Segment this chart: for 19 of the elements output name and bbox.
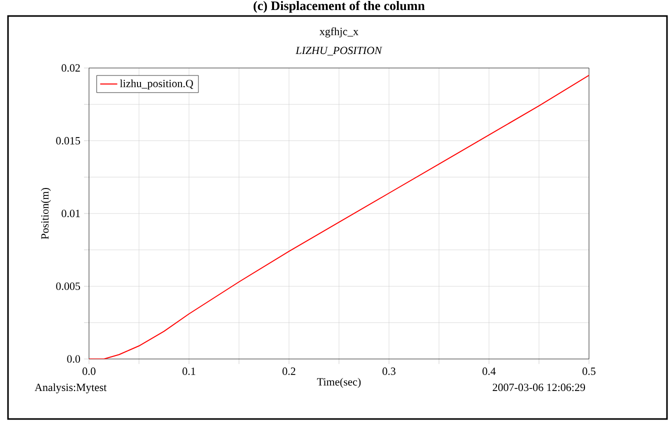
x-tick-label: 0.1 [182, 368, 196, 375]
y-tick-label: 0.01 [62, 210, 80, 218]
y-tick-label: 0.015 [56, 137, 80, 144]
chart-subtitle: xgfhjc_x [320, 27, 358, 38]
text: Analysis:Mytest [34, 383, 107, 394]
chart-title: (c) Displacement of the column [254, 0, 425, 13]
x-axis-title: Time(sec) [317, 378, 361, 388]
legend-title: LIZHU_POSITION [296, 46, 382, 56]
x-tick-label: 0.2 [282, 368, 296, 375]
y-tick-label: 0.0 [67, 355, 80, 363]
x-tick-label: 0.5 [582, 368, 596, 375]
x-tick-label: 0.3 [382, 368, 396, 375]
x-tick-label: 0.0 [82, 368, 96, 375]
y-tick-label: 0.02 [62, 64, 80, 72]
x-tick-label: 0.4 [482, 368, 496, 375]
legend-label: lizhu_position.Q [120, 79, 194, 90]
y-axis-title: Position(m) [40, 188, 51, 240]
y-tick-label: 0.005 [56, 282, 80, 290]
text: 2007-03-06 12:06:29 [492, 384, 586, 392]
